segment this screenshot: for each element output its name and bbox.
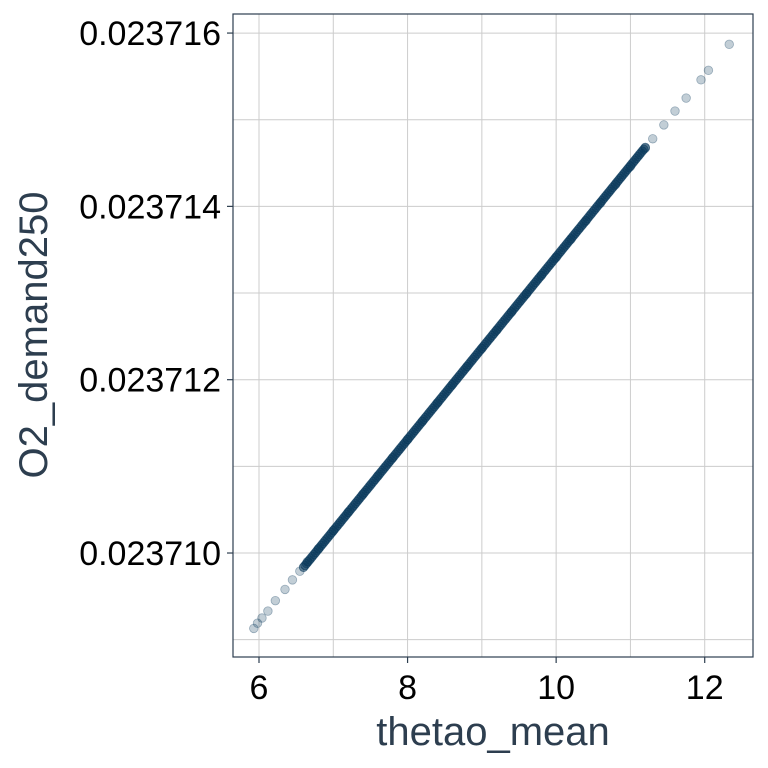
data-point <box>388 452 398 463</box>
data-point <box>536 271 546 281</box>
x-tick-label: 6 <box>250 669 269 707</box>
data-point <box>696 75 706 85</box>
y-axis: 0.023710 0.023712 0.023714 0.023716 <box>79 15 233 573</box>
data-point <box>295 566 305 576</box>
data-point <box>343 507 353 517</box>
data-point <box>328 525 338 536</box>
data-point <box>417 416 428 426</box>
data-point <box>432 398 442 408</box>
data-point <box>280 584 290 595</box>
grid <box>233 14 753 657</box>
data-point <box>670 106 680 116</box>
data-point <box>724 39 734 50</box>
data-point <box>610 180 621 190</box>
data-point <box>659 120 669 130</box>
data-point <box>477 343 487 354</box>
y-tick-label: 0.023712 <box>79 362 221 400</box>
data-point <box>373 471 383 481</box>
x-tick-label: 10 <box>537 669 575 707</box>
data-point <box>506 307 517 317</box>
data-point <box>551 252 561 263</box>
data-point <box>402 434 413 445</box>
data-point <box>581 216 591 226</box>
data-point <box>462 361 472 372</box>
data-point <box>640 142 650 153</box>
data-point <box>257 613 267 623</box>
data-points <box>249 39 734 634</box>
y-tick-label: 0.023716 <box>79 15 221 53</box>
data-point <box>566 234 576 245</box>
data-point <box>447 380 457 390</box>
data-point <box>263 606 273 616</box>
data-point <box>625 161 636 172</box>
data-point <box>596 198 606 208</box>
data-point <box>313 543 324 554</box>
data-point <box>302 556 312 567</box>
plot-frame <box>232 13 754 658</box>
data-point <box>703 65 714 76</box>
data-point <box>521 289 532 299</box>
data-point <box>640 143 650 154</box>
data-point <box>270 595 281 606</box>
data-point <box>681 93 691 103</box>
y-tick-label: 0.023710 <box>79 535 221 573</box>
data-point <box>252 618 263 628</box>
y-tick-label: 0.023714 <box>79 188 221 226</box>
x-tick-label: 8 <box>398 669 417 707</box>
x-axis-title: thetao_mean <box>376 710 610 754</box>
data-point <box>492 325 502 336</box>
x-tick-label: 12 <box>686 669 724 707</box>
data-point <box>249 623 259 634</box>
x-axis: 6 8 10 12 <box>250 657 724 707</box>
y-axis-title: O2_demand250 <box>12 192 56 479</box>
data-point <box>287 575 298 585</box>
data-point <box>648 134 658 144</box>
data-point <box>358 489 368 499</box>
